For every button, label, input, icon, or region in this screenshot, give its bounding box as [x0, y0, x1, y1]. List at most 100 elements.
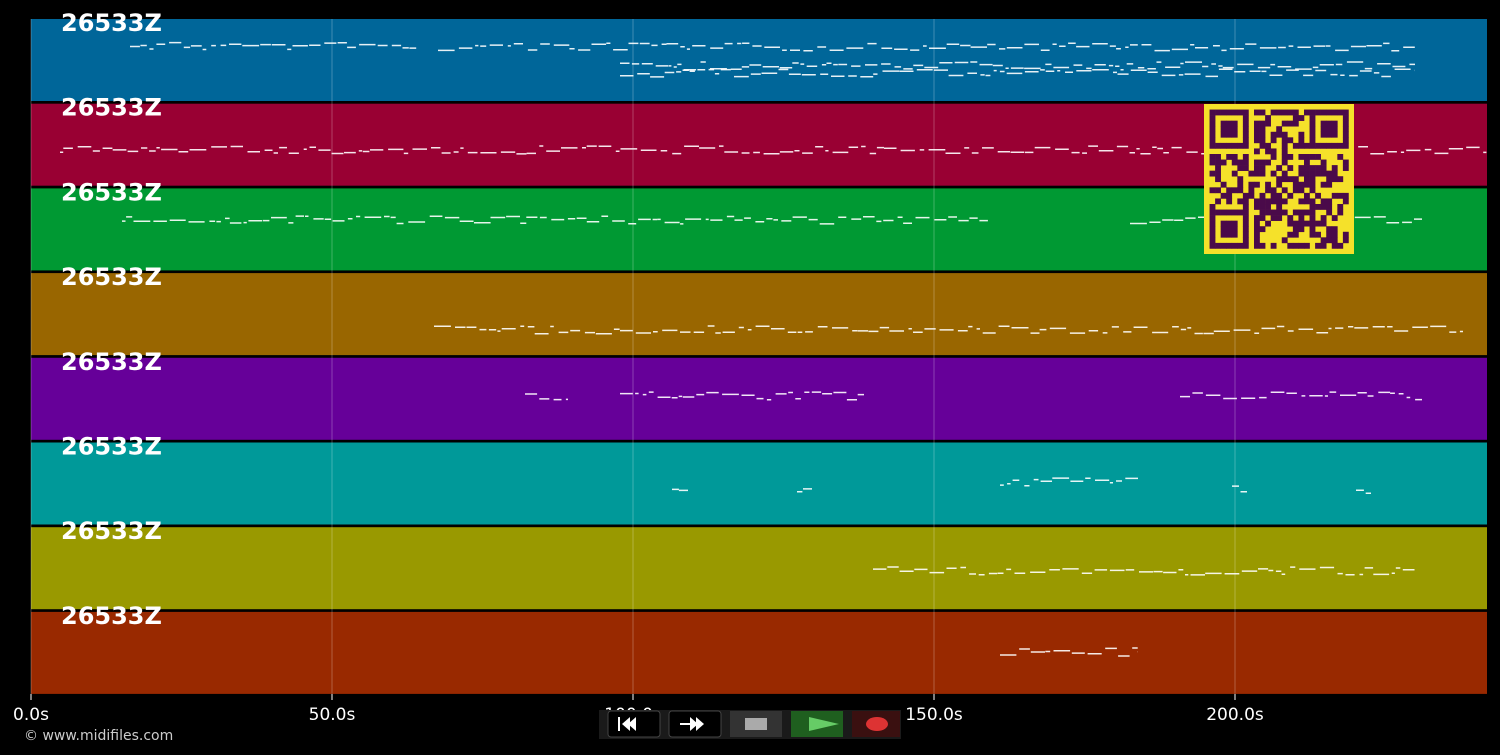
copyright: © www.midifiles.com	[24, 728, 173, 744]
qr-module	[1209, 126, 1216, 133]
track-lane	[31, 273, 1487, 356]
qr-module	[1220, 231, 1227, 238]
qr-module	[1254, 198, 1260, 205]
qr-module	[1320, 204, 1327, 210]
rewind-button[interactable]	[607, 710, 661, 738]
qr-module	[1215, 176, 1221, 183]
note-trace	[130, 41, 417, 51]
qr-module	[1281, 120, 1288, 127]
note-trace	[873, 566, 1415, 576]
qr-module	[1270, 215, 1277, 221]
play-button[interactable]	[791, 711, 843, 737]
qr-module	[1220, 242, 1227, 249]
qr-module	[1276, 198, 1283, 205]
qr-module	[1281, 142, 1288, 149]
qr-module	[1304, 220, 1310, 227]
qr-module	[1259, 109, 1266, 116]
note-trace	[438, 42, 1415, 52]
qr-module	[1209, 209, 1216, 216]
qr-module	[1231, 231, 1238, 238]
qr-module	[1254, 242, 1260, 249]
qr-module	[1226, 198, 1233, 205]
qr-module	[1304, 165, 1310, 171]
track-label: 26533Z	[61, 94, 162, 122]
qr-module	[1231, 109, 1238, 116]
note-trace	[1356, 489, 1371, 495]
qr-module	[1326, 170, 1333, 177]
qr-module	[1276, 209, 1283, 216]
qr-module	[1248, 187, 1255, 194]
qr-module	[1292, 226, 1299, 233]
qr-module	[1276, 181, 1283, 188]
qr-module	[1309, 176, 1316, 183]
stop-button[interactable]	[730, 711, 782, 737]
qr-module	[1226, 154, 1233, 160]
qr-module	[1231, 131, 1238, 138]
qr-module	[1326, 120, 1333, 127]
qr-module	[1259, 137, 1266, 144]
qr-module	[1231, 242, 1238, 249]
qr-module	[1342, 109, 1349, 116]
qr-module	[1242, 137, 1249, 144]
qr-module	[1287, 137, 1294, 144]
qr-module	[1209, 187, 1216, 194]
qr-module	[1231, 159, 1238, 166]
qr-module	[1265, 142, 1271, 149]
qr-module	[1326, 231, 1333, 238]
qr-module	[1298, 242, 1305, 249]
qr-module	[1292, 120, 1299, 127]
qr-module	[1331, 120, 1338, 127]
transport	[599, 710, 901, 739]
qr-module	[1209, 226, 1216, 233]
qr-module	[1209, 115, 1216, 121]
qr-module	[1287, 215, 1294, 221]
qr-module	[1220, 159, 1227, 166]
qr-module	[1298, 170, 1305, 177]
qr-module	[1242, 120, 1249, 127]
qr-module	[1254, 231, 1260, 238]
qr-module	[1292, 231, 1299, 238]
qr-module	[1320, 131, 1327, 138]
qr-module	[1226, 109, 1233, 116]
qr-module	[1304, 181, 1310, 188]
qr-module	[1309, 137, 1316, 144]
qr-module	[1254, 165, 1260, 171]
qr-module	[1237, 165, 1244, 171]
record-button[interactable]	[852, 711, 900, 737]
qr-module	[1276, 204, 1283, 210]
qr-module	[1259, 204, 1266, 210]
qr-module	[1231, 120, 1238, 127]
qr-module	[1309, 115, 1316, 121]
qr-module	[1287, 120, 1294, 127]
qr-module	[1209, 131, 1216, 138]
qr-module	[1292, 109, 1299, 116]
qr-module	[1281, 159, 1288, 166]
qr-module	[1342, 115, 1349, 121]
qr-module	[1326, 181, 1333, 188]
qr-module	[1320, 126, 1327, 133]
qr-module	[1320, 181, 1327, 188]
qr-module	[1259, 142, 1266, 149]
qr-module	[1304, 209, 1310, 216]
qr-module	[1298, 154, 1305, 160]
qr-module	[1215, 170, 1221, 177]
qr-module	[1309, 204, 1316, 210]
qr-module	[1265, 120, 1271, 127]
qr-module	[1259, 209, 1266, 216]
qr-module	[1331, 126, 1338, 133]
qr-module	[1331, 165, 1338, 171]
qr-module	[1281, 176, 1288, 183]
note-trace	[620, 391, 864, 401]
forward-button[interactable]	[668, 710, 722, 738]
tick-label: 150.0s	[905, 705, 963, 725]
tick-label: 50.0s	[309, 705, 356, 725]
qr-module	[1292, 115, 1299, 121]
qr-module	[1265, 220, 1271, 227]
qr-module	[1337, 142, 1344, 149]
qr-module	[1326, 237, 1333, 244]
note-trace	[620, 68, 1415, 78]
qr-module	[1320, 109, 1327, 116]
track-label: 26533Z	[61, 517, 162, 545]
qr-module	[1231, 126, 1238, 133]
